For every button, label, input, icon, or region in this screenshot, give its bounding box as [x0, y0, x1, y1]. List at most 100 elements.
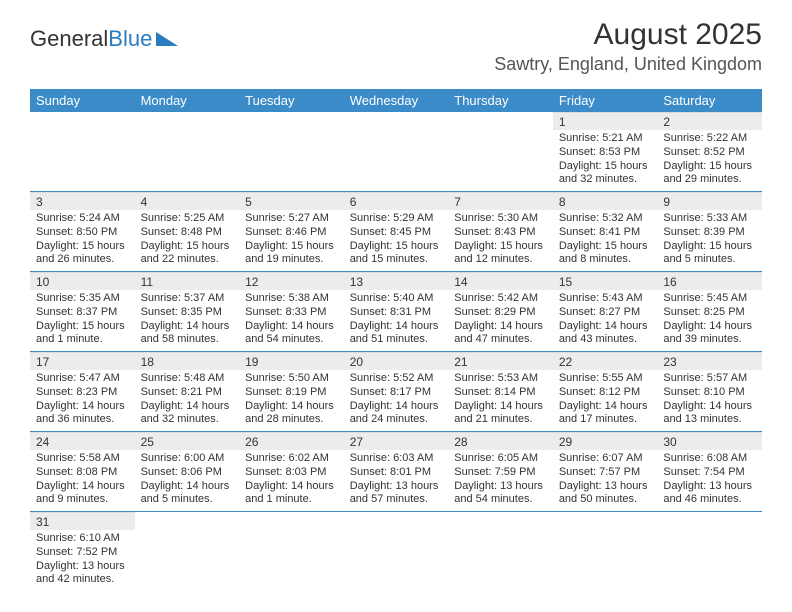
day-number: 7 [448, 192, 553, 210]
calendar-cell: 22Sunrise: 5:55 AMSunset: 8:12 PMDayligh… [553, 352, 658, 432]
day-details: Sunrise: 5:21 AMSunset: 8:53 PMDaylight:… [553, 130, 658, 191]
empty-day [135, 112, 240, 184]
empty-day [135, 512, 240, 584]
calendar-cell [448, 512, 553, 592]
dh-thu: Thursday [448, 89, 553, 112]
day-details: Sunrise: 5:40 AMSunset: 8:31 PMDaylight:… [344, 290, 449, 351]
calendar-cell: 19Sunrise: 5:50 AMSunset: 8:19 PMDayligh… [239, 352, 344, 432]
calendar-body: 1Sunrise: 5:21 AMSunset: 8:53 PMDaylight… [30, 112, 762, 591]
calendar-cell: 14Sunrise: 5:42 AMSunset: 8:29 PMDayligh… [448, 272, 553, 352]
day-details: Sunrise: 5:55 AMSunset: 8:12 PMDaylight:… [553, 370, 658, 431]
day-number: 25 [135, 432, 240, 450]
title-block: August 2025 Sawtry, England, United King… [494, 18, 762, 79]
day-number: 4 [135, 192, 240, 210]
day-details: Sunrise: 5:25 AMSunset: 8:48 PMDaylight:… [135, 210, 240, 271]
calendar-cell [135, 112, 240, 192]
month-title: August 2025 [494, 18, 762, 52]
day-number: 29 [553, 432, 658, 450]
day-details: Sunrise: 5:52 AMSunset: 8:17 PMDaylight:… [344, 370, 449, 431]
calendar-cell [553, 512, 658, 592]
logo: GeneralBlue [30, 18, 178, 52]
day-number: 21 [448, 352, 553, 370]
day-number: 1 [553, 112, 658, 130]
day-number: 12 [239, 272, 344, 290]
dh-sat: Saturday [657, 89, 762, 112]
calendar-cell: 27Sunrise: 6:03 AMSunset: 8:01 PMDayligh… [344, 432, 449, 512]
calendar-cell: 17Sunrise: 5:47 AMSunset: 8:23 PMDayligh… [30, 352, 135, 432]
dh-mon: Monday [135, 89, 240, 112]
calendar-cell: 10Sunrise: 5:35 AMSunset: 8:37 PMDayligh… [30, 272, 135, 352]
empty-day [344, 112, 449, 184]
location: Sawtry, England, United Kingdom [494, 54, 762, 75]
day-number: 6 [344, 192, 449, 210]
day-number: 14 [448, 272, 553, 290]
day-details: Sunrise: 5:57 AMSunset: 8:10 PMDaylight:… [657, 370, 762, 431]
calendar-cell: 25Sunrise: 6:00 AMSunset: 8:06 PMDayligh… [135, 432, 240, 512]
day-number: 15 [553, 272, 658, 290]
day-details: Sunrise: 5:45 AMSunset: 8:25 PMDaylight:… [657, 290, 762, 351]
calendar-cell [657, 512, 762, 592]
day-details: Sunrise: 5:33 AMSunset: 8:39 PMDaylight:… [657, 210, 762, 271]
day-details: Sunrise: 6:05 AMSunset: 7:59 PMDaylight:… [448, 450, 553, 511]
day-number: 24 [30, 432, 135, 450]
day-details: Sunrise: 5:50 AMSunset: 8:19 PMDaylight:… [239, 370, 344, 431]
dh-tue: Tuesday [239, 89, 344, 112]
day-details: Sunrise: 5:48 AMSunset: 8:21 PMDaylight:… [135, 370, 240, 431]
calendar-cell [344, 112, 449, 192]
calendar-cell: 28Sunrise: 6:05 AMSunset: 7:59 PMDayligh… [448, 432, 553, 512]
header: GeneralBlue August 2025 Sawtry, England,… [30, 18, 762, 79]
calendar-cell: 23Sunrise: 5:57 AMSunset: 8:10 PMDayligh… [657, 352, 762, 432]
dh-fri: Friday [553, 89, 658, 112]
calendar-cell [239, 112, 344, 192]
calendar-cell: 7Sunrise: 5:30 AMSunset: 8:43 PMDaylight… [448, 192, 553, 272]
calendar-cell [448, 112, 553, 192]
day-number: 23 [657, 352, 762, 370]
day-details: Sunrise: 5:32 AMSunset: 8:41 PMDaylight:… [553, 210, 658, 271]
day-details: Sunrise: 5:42 AMSunset: 8:29 PMDaylight:… [448, 290, 553, 351]
day-number: 10 [30, 272, 135, 290]
day-details: Sunrise: 5:38 AMSunset: 8:33 PMDaylight:… [239, 290, 344, 351]
day-number: 5 [239, 192, 344, 210]
day-number: 31 [30, 512, 135, 530]
day-number: 11 [135, 272, 240, 290]
day-details: Sunrise: 6:10 AMSunset: 7:52 PMDaylight:… [30, 530, 135, 591]
day-details: Sunrise: 6:08 AMSunset: 7:54 PMDaylight:… [657, 450, 762, 511]
day-number: 20 [344, 352, 449, 370]
calendar-cell: 30Sunrise: 6:08 AMSunset: 7:54 PMDayligh… [657, 432, 762, 512]
day-number: 16 [657, 272, 762, 290]
empty-day [239, 112, 344, 184]
logo-flag-icon [156, 32, 178, 46]
dh-sun: Sunday [30, 89, 135, 112]
calendar-cell: 18Sunrise: 5:48 AMSunset: 8:21 PMDayligh… [135, 352, 240, 432]
calendar-cell: 11Sunrise: 5:37 AMSunset: 8:35 PMDayligh… [135, 272, 240, 352]
day-number: 19 [239, 352, 344, 370]
day-number: 9 [657, 192, 762, 210]
day-number: 2 [657, 112, 762, 130]
dh-wed: Wednesday [344, 89, 449, 112]
empty-day [448, 112, 553, 184]
calendar-cell: 12Sunrise: 5:38 AMSunset: 8:33 PMDayligh… [239, 272, 344, 352]
day-number: 13 [344, 272, 449, 290]
day-header-row: Sunday Monday Tuesday Wednesday Thursday… [30, 89, 762, 112]
day-details: Sunrise: 5:47 AMSunset: 8:23 PMDaylight:… [30, 370, 135, 431]
calendar-cell: 26Sunrise: 6:02 AMSunset: 8:03 PMDayligh… [239, 432, 344, 512]
day-number: 22 [553, 352, 658, 370]
calendar-cell: 15Sunrise: 5:43 AMSunset: 8:27 PMDayligh… [553, 272, 658, 352]
calendar-row: 3Sunrise: 5:24 AMSunset: 8:50 PMDaylight… [30, 192, 762, 272]
calendar-row: 24Sunrise: 5:58 AMSunset: 8:08 PMDayligh… [30, 432, 762, 512]
day-number: 28 [448, 432, 553, 450]
calendar-cell: 6Sunrise: 5:29 AMSunset: 8:45 PMDaylight… [344, 192, 449, 272]
calendar-cell: 13Sunrise: 5:40 AMSunset: 8:31 PMDayligh… [344, 272, 449, 352]
calendar-cell: 4Sunrise: 5:25 AMSunset: 8:48 PMDaylight… [135, 192, 240, 272]
day-number: 18 [135, 352, 240, 370]
logo-text-2: Blue [108, 26, 152, 52]
empty-day [344, 512, 449, 584]
calendar-row: 1Sunrise: 5:21 AMSunset: 8:53 PMDaylight… [30, 112, 762, 192]
calendar-cell: 2Sunrise: 5:22 AMSunset: 8:52 PMDaylight… [657, 112, 762, 192]
day-details: Sunrise: 5:35 AMSunset: 8:37 PMDaylight:… [30, 290, 135, 351]
calendar-cell: 20Sunrise: 5:52 AMSunset: 8:17 PMDayligh… [344, 352, 449, 432]
calendar-cell: 8Sunrise: 5:32 AMSunset: 8:41 PMDaylight… [553, 192, 658, 272]
empty-day [30, 112, 135, 184]
logo-text-1: General [30, 26, 108, 52]
day-details: Sunrise: 5:37 AMSunset: 8:35 PMDaylight:… [135, 290, 240, 351]
